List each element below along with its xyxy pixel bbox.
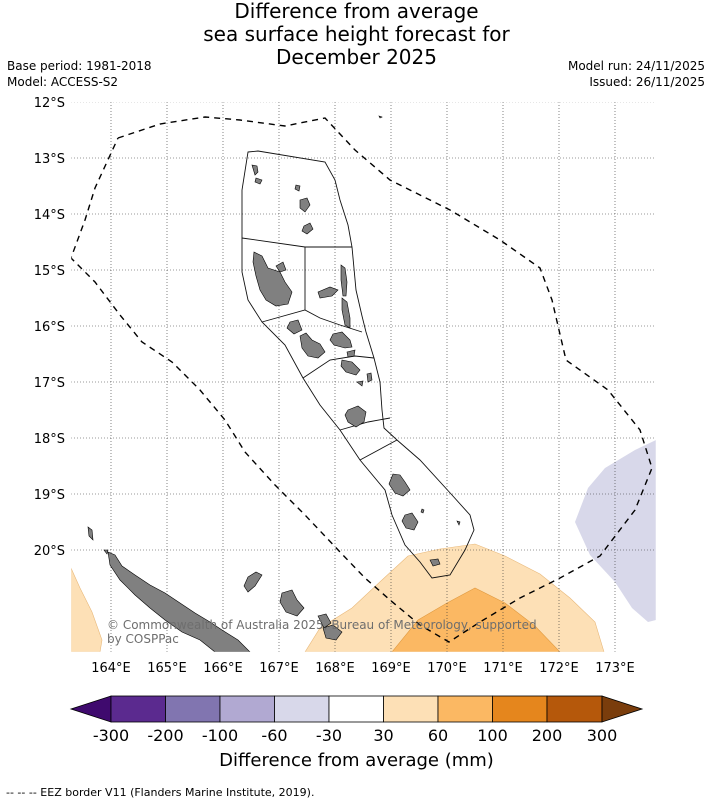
- colorbar-tick: 60: [427, 726, 449, 745]
- colorbar-tick: 30: [373, 726, 394, 745]
- colorbar-extend-high: [601, 695, 644, 723]
- chart-title: Difference from average sea surface heig…: [0, 0, 713, 69]
- vanuatu-islands: [251, 115, 461, 567]
- colorbar-swatch: [437, 695, 493, 723]
- anomaly-region-west: [71, 567, 103, 652]
- lat-label: 15°S: [34, 264, 65, 279]
- lon-label: 166°E: [203, 661, 243, 676]
- copyright-notice: © Commonwealth of Australia 2025, Bureau…: [107, 618, 537, 646]
- lon-label: 173°E: [595, 661, 635, 676]
- lon-label: 169°E: [371, 661, 411, 676]
- plot-area: [71, 102, 656, 652]
- lon-label: 172°E: [539, 661, 579, 676]
- colorbar-swatch: [492, 695, 548, 723]
- lat-label: 17°S: [34, 376, 65, 391]
- longitude-labels: 164°E 165°E 166°E 167°E 168°E 169°E 170°…: [91, 661, 635, 676]
- lon-label: 164°E: [91, 661, 131, 676]
- colorbar-tick: 100: [477, 726, 508, 745]
- colorbar-swatch: [328, 695, 384, 723]
- model-name: Model: ACCESS-S2: [7, 75, 119, 89]
- title-line-2: sea surface height forecast for: [203, 22, 510, 46]
- colorbar-swatch: [110, 695, 166, 723]
- issued-date: Issued: 26/11/2025: [589, 75, 705, 89]
- lat-label: 18°S: [34, 432, 65, 447]
- copyright-line-2: by COSPPac: [107, 632, 179, 646]
- eez-border: [71, 116, 653, 643]
- model-run: Model run: 24/11/2025: [567, 59, 705, 73]
- new-caledonia-islands: [87, 526, 343, 652]
- eez-footnote: -- -- -- EEZ border V11 (Flanders Marine…: [6, 786, 315, 799]
- colorbar-swatch: [165, 695, 221, 723]
- lat-label: 19°S: [34, 488, 65, 503]
- colorbar-tick: -300: [92, 726, 130, 745]
- lat-label: 12°S: [34, 96, 65, 111]
- anomaly-fields: [71, 102, 656, 652]
- plot-frame: [70, 101, 657, 653]
- copyright-line-1: © Commonwealth of Australia 2025, Bureau…: [107, 618, 537, 632]
- colorbar-tick: 300: [586, 726, 618, 745]
- lon-label: 170°E: [427, 661, 467, 676]
- colorbar-swatch: [383, 695, 439, 723]
- anomaly-region-60-100: [391, 587, 561, 652]
- lat-label: 13°S: [34, 152, 65, 167]
- colorbar-tick: -60: [261, 726, 288, 745]
- colorbar-tick: -100: [201, 726, 239, 745]
- colorbar: [69, 695, 644, 723]
- lat-label: 20°S: [34, 544, 65, 559]
- base-period: Base period: 1981-2018: [7, 59, 152, 73]
- colorbar-swatch: [274, 695, 330, 723]
- colorbar-tick: -200: [147, 726, 184, 745]
- meta-right: Model run: 24/11/2025 Issued: 26/11/2025: [568, 58, 705, 90]
- colorbar-swatch: [219, 695, 275, 723]
- meta-left: Base period: 1981-2018 Model: ACCESS-S2: [7, 58, 152, 90]
- title-line-3: December 2025: [276, 45, 437, 69]
- anomaly-region-negative: [575, 440, 656, 622]
- latitude-labels: 12°S 13°S 14°S 15°S 16°S 17°S 18°S 19°S …: [34, 96, 65, 559]
- lon-label: 168°E: [315, 661, 355, 676]
- lat-label: 16°S: [34, 320, 65, 335]
- lon-label: 171°E: [483, 661, 523, 676]
- colorbar-title: Difference from average (mm): [219, 750, 494, 771]
- lat-label: 14°S: [34, 208, 65, 223]
- colorbar-tick: -30: [315, 726, 343, 745]
- colorbar-extend-low: [69, 695, 112, 723]
- colorbar-tick: 200: [531, 726, 563, 745]
- title-line-1: Difference from average: [234, 0, 479, 23]
- lon-label: 167°E: [259, 661, 299, 676]
- colorbar-swatch: [546, 695, 603, 723]
- lon-label: 165°E: [147, 661, 187, 676]
- province-boundaries: [241, 150, 475, 579]
